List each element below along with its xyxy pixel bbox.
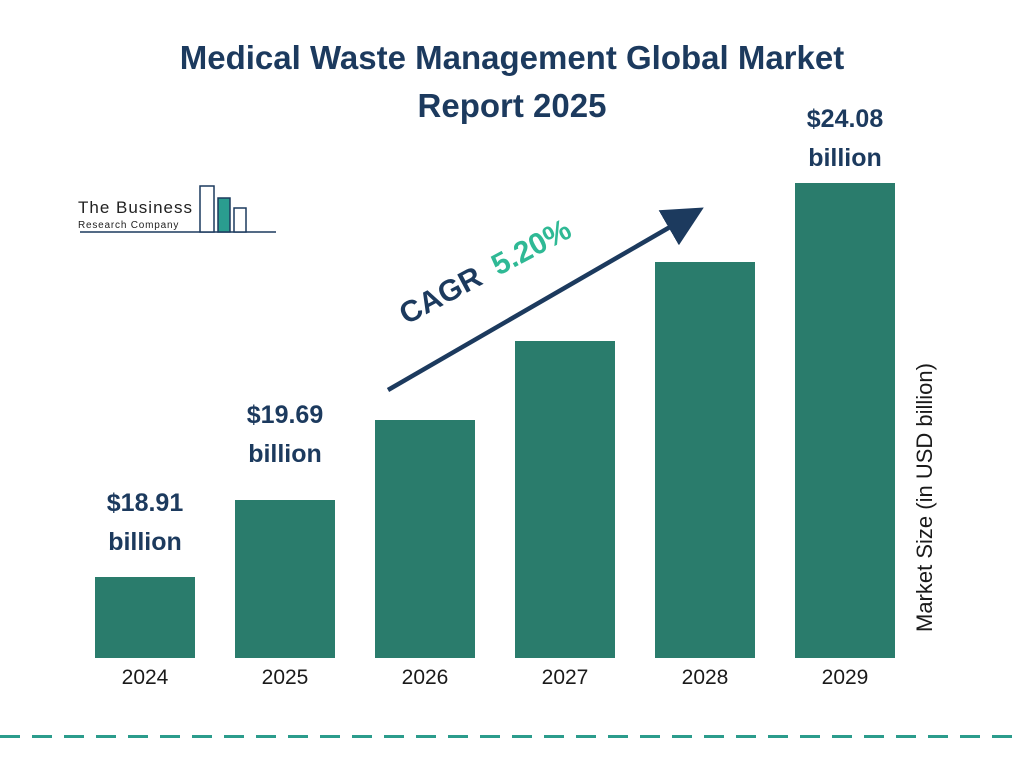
data-label-2024: $18.91 billion (75, 484, 215, 562)
x-axis-label-2024: 2024 (121, 666, 169, 689)
data-label-2029: $24.08 billion (775, 100, 915, 178)
bar-2028 (655, 262, 755, 658)
bar-2027 (515, 341, 615, 658)
logo-text-line1: The Business (78, 198, 193, 217)
chart-title-line1: Medical Waste Management Global Market (179, 39, 845, 76)
chart-title: Medical Waste Management Global Market R… (0, 34, 1024, 130)
x-axis-label-2027: 2027 (541, 666, 589, 689)
logo-text: The Business Research Company (78, 198, 193, 231)
logo-bar-chart-icon (80, 185, 276, 233)
x-axis-label-2026: 2026 (401, 666, 449, 689)
company-logo: The Business Research Company (72, 180, 284, 246)
x-axis-label-2028: 2028 (681, 666, 729, 689)
bar-2026 (375, 420, 475, 658)
x-axis-label-2029: 2029 (821, 666, 869, 689)
bar-2025 (235, 500, 335, 658)
data-label-2024-value: $18.91 (106, 489, 184, 517)
x-axis-labels: 2024 2025 2026 2027 2028 2029 (95, 666, 895, 690)
logo-text-line2: Research Company (78, 220, 180, 231)
y-axis-title: Market Size (in USD billion) (912, 363, 937, 633)
data-label-2025-unit: billion (248, 440, 322, 468)
data-label-2025-value: $19.69 (246, 401, 324, 429)
chart-title-line2: Report 2025 (417, 87, 607, 124)
bottom-dashed-divider (0, 735, 1024, 738)
data-label-2025: $19.69 billion (215, 396, 355, 474)
data-label-2029-unit: billion (808, 144, 882, 172)
data-label-2024-unit: billion (108, 528, 182, 556)
x-axis-label-2025: 2025 (261, 666, 309, 689)
bar-2024 (95, 577, 195, 658)
bar-2029 (795, 183, 895, 658)
data-label-2029-value: $24.08 (806, 105, 884, 133)
